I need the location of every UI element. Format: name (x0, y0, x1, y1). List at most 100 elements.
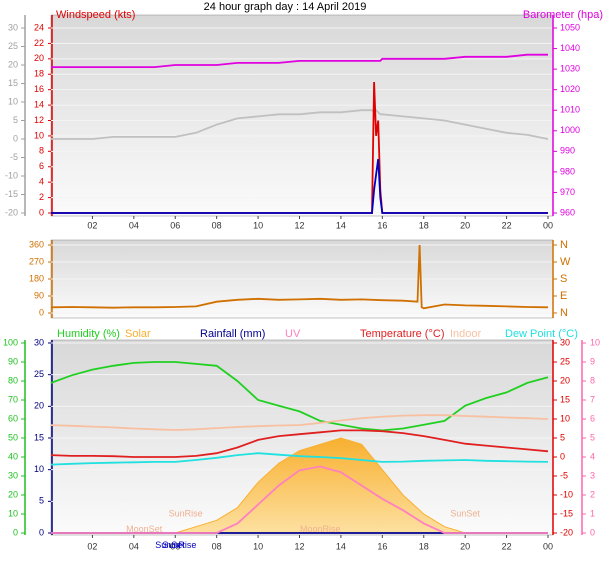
y-tick-label: 14 (34, 99, 44, 109)
y-tick-label: 25 (8, 41, 18, 51)
y-tick-label: 180 (29, 273, 44, 283)
y-tick-label: -20 (560, 527, 573, 537)
y-tick-label: 22 (34, 38, 44, 48)
y-tick-label: 4 (590, 451, 595, 461)
y-tick-label: 70 (8, 394, 18, 404)
series-line (50, 414, 549, 431)
y-tick-label: 16 (34, 84, 44, 94)
x-tick-label: 00 (543, 541, 553, 551)
y-tick-label: E (560, 290, 567, 302)
y-tick-label: 20 (560, 375, 570, 385)
y-tick-label: 0 (13, 133, 18, 143)
legend-entry: Humidity (%) (57, 328, 120, 340)
y-tick-label: 2 (590, 489, 595, 499)
x-tick-label: 02 (87, 541, 97, 551)
x-tick-label: 06 (170, 220, 180, 230)
y-tick-label: -20 (5, 207, 18, 217)
annotation: SunSet (155, 540, 185, 550)
y-tick-label: 10 (560, 413, 570, 423)
y-tick-label: 15 (560, 394, 570, 404)
y-tick-label: 60 (8, 413, 18, 423)
y-tick-label: 3 (590, 470, 595, 480)
y-tick-label: 90 (34, 290, 44, 300)
y-tick-label: 360 (29, 239, 44, 249)
y-tick-label: 960 (560, 207, 575, 217)
y-tick-label: 20 (8, 489, 18, 499)
x-tick-label: 10 (253, 541, 263, 551)
y-tick-label: 5 (13, 115, 18, 125)
legend-entry: UV (285, 328, 301, 340)
y-tick-label: 6 (590, 413, 595, 423)
annotation: SunRise (162, 540, 196, 550)
y-tick-label: 5 (590, 432, 595, 442)
series-line (50, 452, 549, 466)
y-tick-label: 1 (590, 508, 595, 518)
y-tick-label: 10 (590, 337, 600, 347)
y-tick-label: 24 (34, 22, 44, 32)
y-tick-label: 0 (39, 527, 44, 537)
x-tick-label: 18 (419, 541, 429, 551)
y-tick-label: S (560, 273, 567, 285)
y-tick-label: N (560, 239, 568, 251)
x-tick-label: 08 (212, 220, 222, 230)
x-tick-label: 20 (460, 541, 470, 551)
y-tick-label: 12 (34, 115, 44, 125)
y-tick-label: 10 (34, 130, 44, 140)
y-tick-label: 15 (8, 78, 18, 88)
x-tick-label: 06 (170, 541, 180, 551)
x-tick-label: 20 (460, 220, 470, 230)
plot-area (50, 14, 554, 217)
y-tick-label: -10 (5, 170, 18, 180)
y-tick-label: 8 (39, 146, 44, 156)
x-tick-label: 22 (502, 220, 512, 230)
y-tick-label: 0 (590, 527, 595, 537)
annotation: MoonSet (126, 524, 163, 534)
y-tick-label: 1040 (560, 43, 580, 53)
y-tick-label: 990 (560, 146, 575, 156)
x-tick-label: 12 (294, 220, 304, 230)
y-tick-label: 25 (34, 369, 44, 379)
y-tick-label: 1000 (560, 125, 580, 135)
y-tick-label: 18 (34, 69, 44, 79)
x-tick-label: 18 (419, 220, 429, 230)
y-tick-label: 8 (590, 375, 595, 385)
y-tick-label: 20 (34, 401, 44, 411)
y-tick-label: -15 (5, 189, 18, 199)
y-tick-label: 1030 (560, 63, 580, 73)
y-tick-label: 970 (560, 187, 575, 197)
x-tick-label: 22 (502, 541, 512, 551)
y-tick-label: 5 (39, 496, 44, 506)
y-tick-label: 25 (560, 356, 570, 366)
y-tick-label: 15 (34, 432, 44, 442)
y-tick-label: 30 (560, 337, 570, 347)
y-tick-label: 30 (8, 22, 18, 32)
series-line (51, 465, 548, 534)
x-tick-label: 00 (543, 220, 553, 230)
y-tick-label: -15 (560, 508, 573, 518)
annotation: SunSet (450, 508, 480, 518)
y-tick-label: 270 (29, 256, 44, 266)
y-tick-label: -10 (560, 489, 573, 499)
annotation: MoonRise (300, 524, 341, 534)
y-tick-label: 7 (590, 394, 595, 404)
x-tick-label: 04 (129, 220, 139, 230)
series-line (50, 361, 549, 432)
y-tick-label: 30 (34, 337, 44, 347)
y-tick-label: 10 (8, 508, 18, 518)
y-tick-label: 80 (8, 375, 18, 385)
y-tick-label: 5 (560, 432, 565, 442)
y-tick-label: W (560, 256, 571, 268)
series-line (51, 53, 548, 68)
legend-entry: Solar (125, 328, 151, 340)
y-tick-label: -5 (560, 470, 568, 480)
y-tick-label: 6 (39, 161, 44, 171)
y-tick-label: 10 (8, 96, 18, 106)
y-axis-title: Windspeed (kts) (56, 9, 135, 21)
y-tick-label: 0 (560, 451, 565, 461)
legend-entry: Rainfall (mm) (200, 328, 265, 340)
series-line (51, 158, 548, 214)
series-line (50, 244, 549, 310)
legend-entry: Temperature (°C) (360, 328, 444, 340)
y-tick-label: 9 (590, 356, 595, 366)
